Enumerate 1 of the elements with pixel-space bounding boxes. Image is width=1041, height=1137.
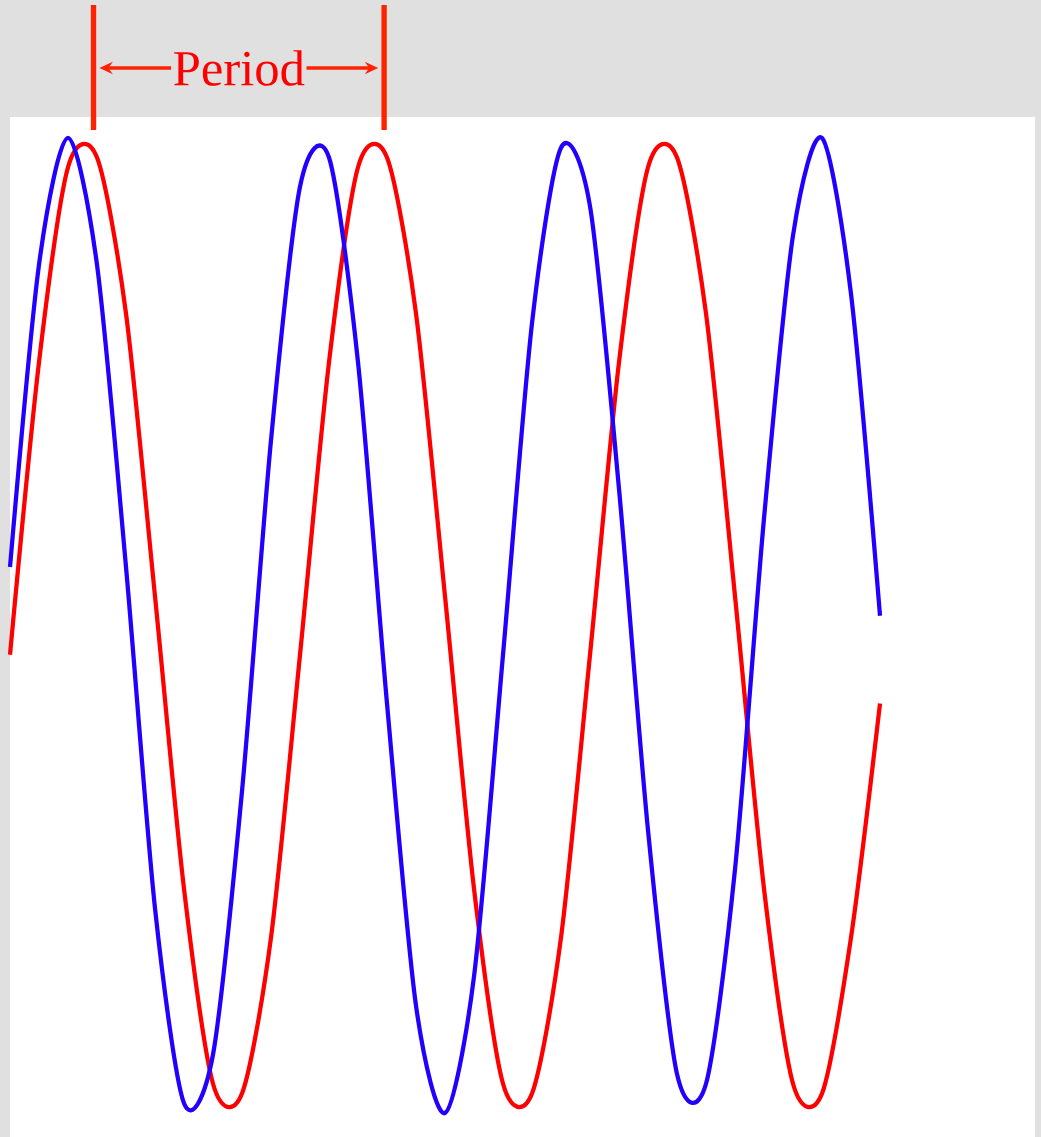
text: Period <box>174 50 305 86</box>
